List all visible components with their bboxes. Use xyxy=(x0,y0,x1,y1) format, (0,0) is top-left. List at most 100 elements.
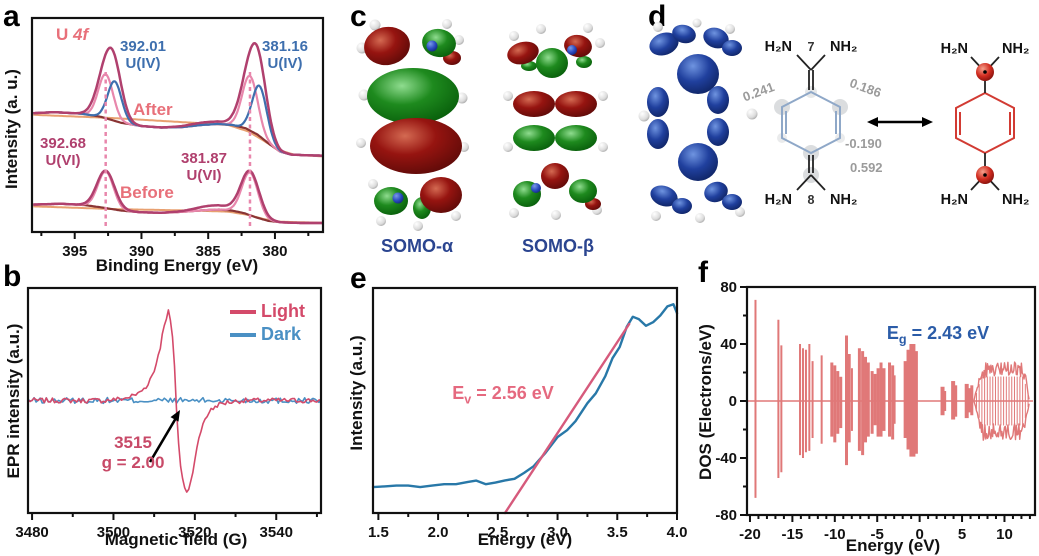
dos-x-axis-title: Energy (eV) xyxy=(845,536,941,555)
vb-x-axis-title: Energy (eV) xyxy=(477,530,573,549)
svg-text:3.0: 3.0 xyxy=(547,524,568,541)
svg-text:385: 385 xyxy=(196,243,221,260)
svg-text:390: 390 xyxy=(129,243,154,260)
peak-value: 381.16 xyxy=(262,38,308,55)
epr-x-axis-title: Magnetic field (G) xyxy=(104,530,248,549)
xps-title-element: U xyxy=(56,25,69,44)
before-label: Before xyxy=(120,183,174,202)
svg-text:3500: 3500 xyxy=(97,524,130,541)
svg-text:-10: -10 xyxy=(824,526,846,543)
epr-g-factor: g = 2.00 xyxy=(101,452,165,472)
peak-label-u4f72-uvi: 392.68 U(VI) xyxy=(28,135,98,170)
energy-symbol: E xyxy=(452,383,465,403)
svg-text:3540: 3540 xyxy=(260,524,293,541)
svg-text:10: 10 xyxy=(996,526,1013,543)
panel-label-e: e xyxy=(350,262,367,295)
amine-label: NH₂ xyxy=(1002,41,1029,57)
spin-population-value: 0.186 xyxy=(848,75,884,100)
epr-field-value: 3515 xyxy=(114,433,152,452)
energy-subscript: g xyxy=(898,332,907,347)
amine-label: H₂N xyxy=(941,192,968,208)
dos-y-axis-title: DOS (Electrons/eV) xyxy=(696,324,715,480)
svg-text:0: 0 xyxy=(915,526,923,543)
epr-annotation: 3515 g = 2.00 xyxy=(98,433,168,472)
svg-text:395: 395 xyxy=(62,243,87,260)
vb-y-axis-title: Intensity (a.u.) xyxy=(347,335,366,451)
svg-text:3480: 3480 xyxy=(15,524,48,541)
epr-plot: 3480 3500 3520 3540 xyxy=(15,286,323,541)
peak-species: U(IV) xyxy=(267,55,303,73)
dos-plot: -20 -15 -10 -5 0 5 10 80 40 0 -40 -80 xyxy=(715,279,1037,543)
energy-subscript: v xyxy=(464,392,472,407)
carbon-8-label: 8 xyxy=(808,193,815,207)
energy-symbol: E xyxy=(886,323,899,343)
svg-text:380: 380 xyxy=(262,243,287,260)
svg-text:40: 40 xyxy=(720,336,737,353)
peak-value: 392.01 xyxy=(120,38,166,55)
panel-label-c: c xyxy=(350,0,367,33)
panel-label-b: b xyxy=(3,260,22,293)
svg-text:-40: -40 xyxy=(715,450,737,467)
svg-text:2.5: 2.5 xyxy=(487,524,508,541)
spin-density-structures: H₂N 7 NH₂ H₂N 8 NH₂ 0.241 0.186 -0.190 0… xyxy=(638,18,1030,223)
svg-text:5: 5 xyxy=(958,526,966,543)
resonance-arrow xyxy=(867,117,933,127)
peak-value: 381.87 xyxy=(181,150,227,167)
legend-label-dark: Dark xyxy=(261,324,302,344)
svg-text:3.5: 3.5 xyxy=(607,524,628,541)
vb-edge-annotation: Ev = 2.56 eV xyxy=(428,383,578,407)
somo-beta-label: SOMO-β xyxy=(522,236,594,256)
band-gap-annotation: Eg = 2.43 eV xyxy=(858,323,1018,347)
peak-label-u4f52-uiv: 381.16 U(IV) xyxy=(250,38,320,73)
legend-line-light xyxy=(230,310,256,314)
vb-spectrum-plot: 1.5 2.0 2.5 3.0 3.5 4.0 xyxy=(368,286,687,541)
panel-label-f: f xyxy=(698,256,708,289)
svg-text:3520: 3520 xyxy=(178,524,211,541)
peak-species: U(VI) xyxy=(186,167,222,185)
spin-population-value: 0.241 xyxy=(741,79,777,104)
amine-label: NH₂ xyxy=(1002,192,1029,208)
svg-text:0: 0 xyxy=(729,393,737,410)
svg-text:-5: -5 xyxy=(871,526,884,543)
panel-label-a: a xyxy=(3,0,20,33)
svg-text:-80: -80 xyxy=(715,507,737,524)
somo-alpha-label: SOMO-α xyxy=(380,236,454,256)
xps-plot: 395 390 385 380 xyxy=(30,16,325,260)
epr-y-axis-title: EPR intensity (a.u.) xyxy=(4,323,23,479)
quinoid-structure: H₂N 7 NH₂ H₂N 8 NH₂ 0.241 0.186 -0.190 0… xyxy=(741,39,884,208)
xps-title-orbital: 4f xyxy=(73,25,89,44)
peak-value: 392.68 xyxy=(40,135,86,152)
svg-text:4.0: 4.0 xyxy=(667,524,688,541)
somo-beta-isosurface xyxy=(503,23,608,220)
amine-label: H₂N xyxy=(941,41,968,57)
svg-text:-20: -20 xyxy=(739,526,761,543)
somo-alpha-isosurface xyxy=(356,19,469,231)
spin-population-value: -0.190 xyxy=(845,136,882,151)
somo-orbitals-image xyxy=(356,19,608,231)
radical-structure: H₂N NH₂ H₂N NH₂ xyxy=(941,41,1030,208)
carbon-7-label: 7 xyxy=(808,40,815,54)
xps-title: U 4f xyxy=(56,25,88,45)
svg-text:-15: -15 xyxy=(782,526,804,543)
spin-density-isosurface xyxy=(638,18,758,223)
peak-species: U(VI) xyxy=(45,152,81,170)
energy-value: = 2.56 eV xyxy=(471,383,554,403)
svg-text:80: 80 xyxy=(720,279,737,296)
peak-species: U(IV) xyxy=(125,55,161,73)
legend-line-dark xyxy=(230,333,256,337)
xps-x-axis-title: Binding Energy (eV) xyxy=(95,256,259,275)
svg-text:1.5: 1.5 xyxy=(368,524,389,541)
after-label: After xyxy=(133,100,173,119)
amine-label: H₂N xyxy=(765,39,792,55)
energy-value: = 2.43 eV xyxy=(906,323,990,343)
legend-label-light: Light xyxy=(261,301,305,321)
xps-y-axis-title: Intensity (a. u.) xyxy=(2,69,21,189)
peak-label-u4f72-uiv: 392.01 U(IV) xyxy=(108,38,178,73)
amine-label: NH₂ xyxy=(830,192,857,208)
amine-label: NH₂ xyxy=(830,39,857,55)
amine-label: H₂N xyxy=(765,192,792,208)
svg-text:2.0: 2.0 xyxy=(428,524,449,541)
spin-population-value: 0.592 xyxy=(850,160,883,175)
peak-label-u4f52-uvi: 381.87 U(VI) xyxy=(169,150,239,185)
